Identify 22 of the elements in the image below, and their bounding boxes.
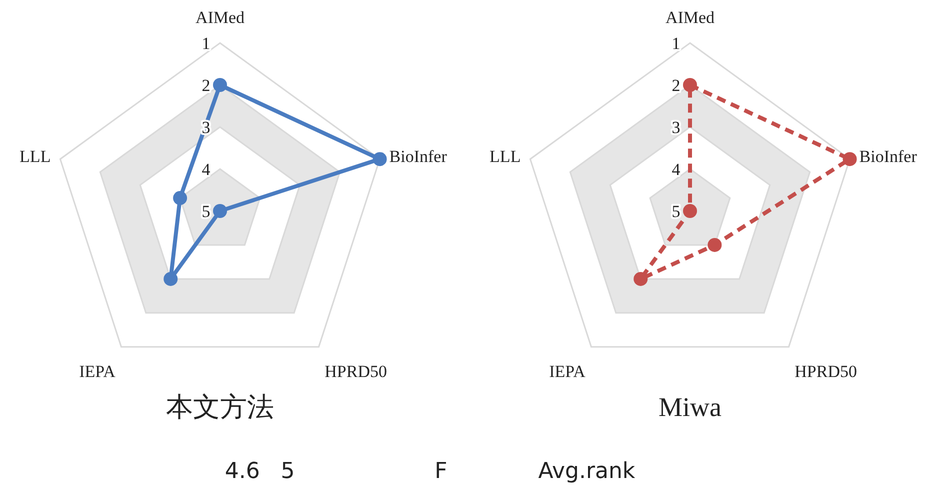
spoke-label: LLL [490,146,521,166]
spoke-label: AIMed [665,8,716,27]
y-tick-label: 4 [202,160,211,179]
y-tick-label: 1 [672,34,680,53]
spoke-label: IEPA [549,362,586,382]
text: 4.6 5 F Avg.rank [224,459,636,484]
text: 本文方法 [166,392,274,422]
y-tick-label: 3 [672,118,680,137]
y-tick-label: 4 [672,160,681,179]
spoke-label: AIMed [195,8,246,27]
y-tick-label: 2 [672,76,680,95]
spoke-label: LLL [20,146,51,166]
text: Miwa [658,392,722,422]
y-tick-label: 1 [202,34,210,53]
y-tick-label: 5 [202,202,210,221]
spoke-label: BioInfer [859,146,918,166]
spoke-label: IEPA [79,362,116,382]
y-tick-label: 5 [672,202,680,221]
spoke-label: BioInfer [389,146,448,166]
spoke-label: HPRD50 [794,362,857,382]
y-tick-label: 2 [202,76,210,95]
spoke-label: HPRD50 [324,362,387,382]
